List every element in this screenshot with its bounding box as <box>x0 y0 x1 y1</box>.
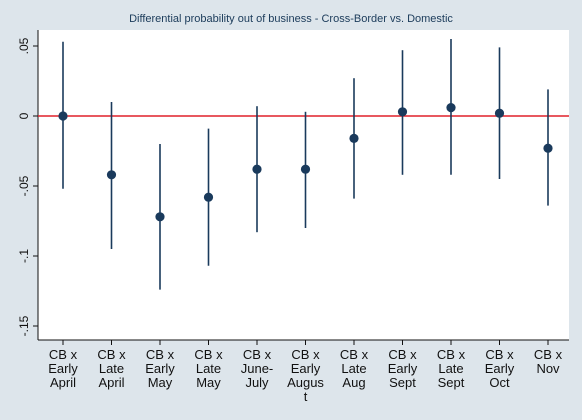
x-tick-label-line: t <box>304 389 308 404</box>
x-tick-label-line: Sept <box>438 375 465 390</box>
x-tick-label-line: Aug <box>342 375 365 390</box>
x-tick-label-line: Late <box>99 361 124 376</box>
estimate-point-10 <box>543 143 553 153</box>
x-tick-label-8: CB x Late Sept <box>437 347 466 390</box>
x-tick-label-line: Early <box>485 361 515 376</box>
x-tick-label-line: CB x <box>340 347 369 362</box>
estimate-point-0 <box>58 111 68 121</box>
plot-area <box>38 30 569 340</box>
x-tick-label-line: April <box>98 375 124 390</box>
x-tick-label-5: CB x Early Augus t <box>287 347 324 404</box>
x-tick-label-line: Late <box>341 361 366 376</box>
estimate-point-7 <box>397 107 408 117</box>
estimate-point-8 <box>446 103 456 113</box>
x-tick-label-line: Early <box>48 361 78 376</box>
x-tick-label-4: CB x June-July <box>241 347 274 390</box>
x-tick-label-10: CB x Nov <box>534 347 563 376</box>
x-tick-label-line: April <box>50 375 76 390</box>
x-tick-label-1: CB x Late April <box>97 347 126 390</box>
x-tick-label-line: Late <box>438 361 463 376</box>
x-tick-label-line: Nov <box>536 361 560 376</box>
estimate-point-9 <box>494 108 505 118</box>
x-tick-label-line: CB x <box>437 347 466 362</box>
estimate-point-6 <box>349 133 359 143</box>
estimate-point-5 <box>300 164 311 174</box>
estimate-point-1 <box>106 170 117 180</box>
y-tick-label-1: 0 <box>17 112 31 119</box>
x-tick-label-line: May <box>148 375 173 390</box>
x-tick-label-line: CB x <box>49 347 78 362</box>
x-tick-label-3: CB x Late May <box>194 347 223 390</box>
chart-title: Differential probability out of business… <box>129 13 453 25</box>
y-tick-label-0: .05 <box>17 37 31 54</box>
estimate-point-3 <box>203 192 214 202</box>
y-tick-label-2: -.05 <box>17 175 31 196</box>
x-tick-label-line: CB x <box>243 347 272 362</box>
x-tick-label-line: Late <box>196 361 221 376</box>
x-tick-label-0: CB x Early April <box>48 347 78 390</box>
axes <box>33 30 569 345</box>
x-tick-label-line: CB x <box>388 347 417 362</box>
x-tick-label-line: CB x <box>97 347 126 362</box>
x-tick-label-line: CB x <box>194 347 223 362</box>
x-tick-label-line: CB x <box>146 347 175 362</box>
x-tick-label-line: July <box>245 375 269 390</box>
estimate-point-2 <box>155 212 165 222</box>
marks <box>58 39 553 290</box>
y-tick-label-3: -.1 <box>17 249 31 263</box>
x-tick-label-2: CB x Early May <box>145 347 175 390</box>
x-tick-label-line: Early <box>291 361 321 376</box>
x-tick-label-6: CB x Late Aug <box>340 347 369 390</box>
x-tick-label-line: May <box>196 375 221 390</box>
x-tick-label-line: Early <box>145 361 175 376</box>
x-tick-label-7: CB x Early Sept <box>388 347 418 390</box>
x-tick-label-line: CB x <box>485 347 514 362</box>
x-tick-label-line: Sept <box>389 375 416 390</box>
x-tick-label-9: CB x Early Oct <box>485 347 515 390</box>
x-tick-label-line: Oct <box>489 375 510 390</box>
x-tick-label-line: Augus <box>287 375 324 390</box>
x-tick-label-line: Early <box>388 361 418 376</box>
x-tick-label-line: CB x <box>534 347 563 362</box>
x-tick-label-line: June- <box>241 361 274 376</box>
x-tick-label-line: CB x <box>291 347 320 362</box>
estimate-point-4 <box>252 164 262 174</box>
y-tick-label-4: -.15 <box>17 315 31 336</box>
